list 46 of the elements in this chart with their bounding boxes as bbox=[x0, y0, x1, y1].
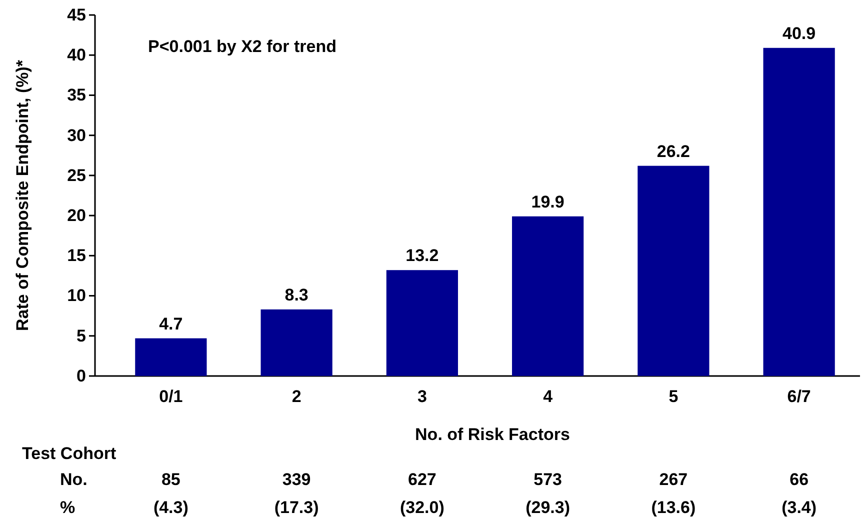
text: (4.3) bbox=[153, 498, 188, 517]
y-tick-label: 0 bbox=[76, 366, 86, 386]
x-tick-label: 5 bbox=[668, 387, 678, 406]
x-tick-label: 0/1 bbox=[159, 387, 183, 406]
text: (32.0) bbox=[400, 498, 444, 517]
x-tick-label: 2 bbox=[292, 387, 302, 406]
data-label: 19.9 bbox=[531, 192, 564, 212]
bar bbox=[260, 309, 332, 376]
text: 267 bbox=[659, 470, 688, 489]
text: No. bbox=[60, 470, 88, 489]
text: (29.3) bbox=[526, 498, 570, 517]
data-label: 13.2 bbox=[406, 246, 439, 266]
text: 573 bbox=[534, 470, 562, 489]
bar bbox=[386, 270, 458, 376]
annotation: P<0.001 by X2 for trend bbox=[148, 37, 336, 56]
data-label: 8.3 bbox=[284, 285, 308, 304]
y-tick-label: 40 bbox=[67, 46, 86, 65]
bar bbox=[638, 166, 710, 376]
data-label: 26.2 bbox=[656, 142, 690, 161]
text: (13.6) bbox=[651, 498, 696, 517]
y-axis-title: Rate of Composite Endpoint, (%)* bbox=[13, 60, 32, 332]
text: 339 bbox=[282, 470, 311, 489]
y-tick-label: 10 bbox=[67, 286, 86, 306]
text: 627 bbox=[408, 470, 436, 489]
bar bbox=[512, 216, 584, 376]
x-tick-label: 3 bbox=[417, 387, 427, 406]
y-tick-label: 5 bbox=[76, 326, 86, 346]
text: 85 bbox=[161, 470, 180, 489]
data-label: 4.7 bbox=[159, 314, 183, 334]
x-tick-label: 4 bbox=[543, 387, 554, 406]
y-tick-label: 30 bbox=[67, 126, 86, 145]
text: (3.4) bbox=[782, 498, 817, 517]
bar bbox=[763, 48, 835, 376]
y-tick-label: 20 bbox=[67, 206, 86, 225]
text: 66 bbox=[790, 470, 809, 489]
x-tick-label: 6/7 bbox=[787, 387, 811, 406]
text: % bbox=[60, 498, 76, 517]
text: Test Cohort bbox=[22, 444, 116, 463]
bar bbox=[135, 338, 207, 376]
y-tick-label: 35 bbox=[67, 86, 86, 105]
text: (17.3) bbox=[274, 498, 319, 517]
x-axis-title: No. of Risk Factors bbox=[415, 425, 570, 444]
y-tick-label: 45 bbox=[67, 5, 86, 24]
data-label: 40.9 bbox=[782, 24, 816, 43]
y-tick-label: 25 bbox=[67, 166, 86, 185]
y-tick-label: 15 bbox=[67, 246, 86, 266]
